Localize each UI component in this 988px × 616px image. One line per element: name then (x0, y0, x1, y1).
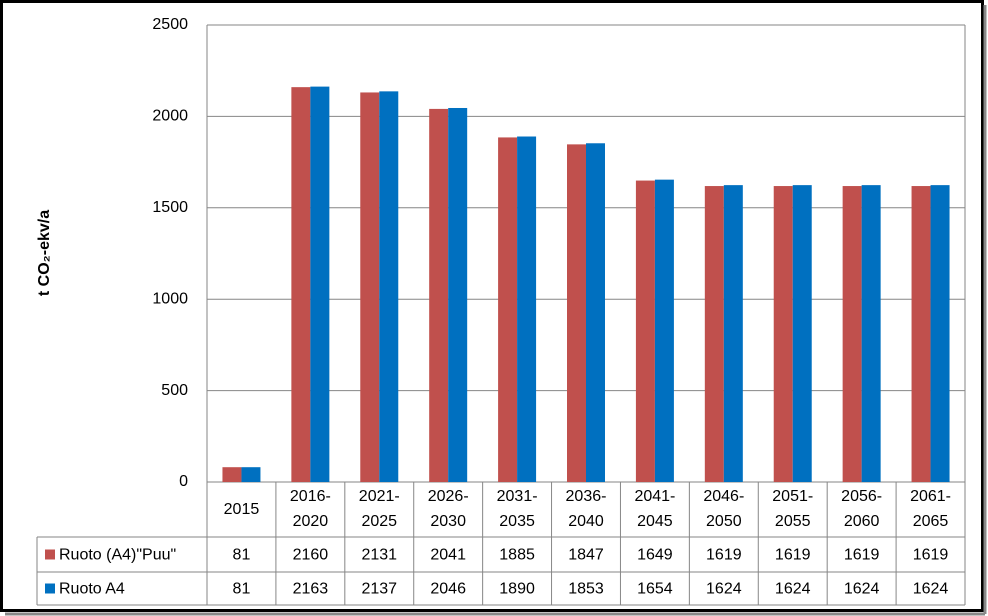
y-axis-title: t CO₂-ekv/a (36, 210, 53, 296)
table-value: 1619 (913, 547, 949, 564)
x-tick-label: 2016- 2020 (290, 488, 331, 530)
x-tick-label: 2026- 2030 (428, 488, 469, 530)
bar (241, 467, 261, 482)
table-value: 2160 (293, 547, 329, 564)
x-tick-label-line: 2055 (775, 513, 811, 530)
table-value: 81 (233, 581, 251, 598)
x-tick-label-line: 2040 (568, 513, 604, 530)
bar (567, 144, 586, 482)
x-tick-label-line: 2016- (290, 488, 331, 505)
bar (448, 107, 468, 482)
legend-key (45, 583, 55, 594)
x-tick-label-line: 2046- (703, 488, 744, 505)
bar (704, 186, 724, 482)
bar (861, 185, 881, 482)
y-tick-label: 1500 (152, 199, 188, 216)
bar (517, 136, 537, 482)
table-value: 1619 (775, 547, 811, 564)
x-tick-label: 2051- 2055 (772, 488, 813, 530)
bar (654, 179, 674, 482)
bar (723, 185, 743, 482)
table-value: 1654 (637, 581, 673, 598)
x-tick-label: 2046- 2050 (703, 488, 744, 530)
x-tick-label-line: 2045 (637, 513, 673, 530)
table-value: 2046 (430, 581, 466, 598)
x-tick-label-line: 2061- (910, 488, 951, 505)
bar (291, 87, 311, 482)
table-value: 2137 (361, 581, 397, 598)
x-tick-label-line: 2060 (844, 513, 880, 530)
legend-label: Ruoto A4 (59, 581, 125, 598)
bar (429, 108, 449, 482)
y-tick-label: 2000 (152, 108, 188, 125)
bar (842, 186, 862, 482)
table-value: 1853 (568, 581, 604, 598)
bar (222, 467, 242, 482)
table-value: 1619 (844, 547, 880, 564)
bar (586, 143, 605, 482)
y-tick-label: 0 (179, 473, 188, 490)
bar (498, 137, 518, 482)
table-value: 1624 (775, 581, 811, 598)
table-value: 2041 (430, 547, 466, 564)
table-value: 1890 (499, 581, 535, 598)
bar (930, 185, 950, 482)
x-tick-label-line: 2025 (361, 513, 397, 530)
x-tick-label: 2056- 2060 (841, 488, 882, 530)
y-tick-label: 1000 (152, 290, 188, 307)
x-tick-label-line: 2050 (706, 513, 742, 530)
table-value: 81 (233, 547, 251, 564)
table-value: 1885 (499, 547, 535, 564)
x-tick-label: 2036- 2040 (566, 488, 607, 530)
table-value: 2163 (293, 581, 329, 598)
x-tick-label-line: 2041- (634, 488, 675, 505)
table-value: 1847 (568, 547, 604, 564)
table-value: 1624 (913, 581, 949, 598)
table-value: 1649 (637, 547, 673, 564)
bar (379, 91, 399, 483)
x-tick-label: 2015 (224, 501, 260, 518)
bar (635, 180, 655, 482)
bar (360, 92, 380, 483)
table-value: 1624 (706, 581, 742, 598)
x-tick-label: 2021- 2025 (359, 488, 400, 530)
x-tick-label-line: 2031- (497, 488, 538, 505)
legend-label: Ruoto (A4)"Puu" (59, 547, 176, 564)
table-value: 1619 (706, 547, 742, 564)
table-value: 2131 (361, 547, 397, 564)
x-tick-label-line: 2036- (566, 488, 607, 505)
x-tick-label-line: 2026- (428, 488, 469, 505)
bar (310, 86, 330, 482)
x-tick-label-line: 2021- (359, 488, 400, 505)
bar (773, 186, 793, 482)
x-tick-label-line: 2065 (913, 513, 949, 530)
table-value: 1624 (844, 581, 880, 598)
x-tick-label: 2031- 2035 (497, 488, 538, 530)
x-tick-label-line: 2051- (772, 488, 813, 505)
x-tick-label: 2041- 2045 (634, 488, 675, 530)
x-tick-label-line: 2030 (430, 513, 466, 530)
bar (911, 186, 931, 482)
bar (792, 185, 812, 482)
y-tick-label: 500 (161, 382, 188, 399)
x-tick-label-line: 2035 (499, 513, 535, 530)
y-tick-label: 2500 (152, 16, 188, 33)
x-tick-label-line: 2020 (293, 513, 329, 530)
x-tick-label: 2061- 2065 (910, 488, 951, 530)
legend-key (45, 549, 55, 560)
x-tick-label-line: 2056- (841, 488, 882, 505)
